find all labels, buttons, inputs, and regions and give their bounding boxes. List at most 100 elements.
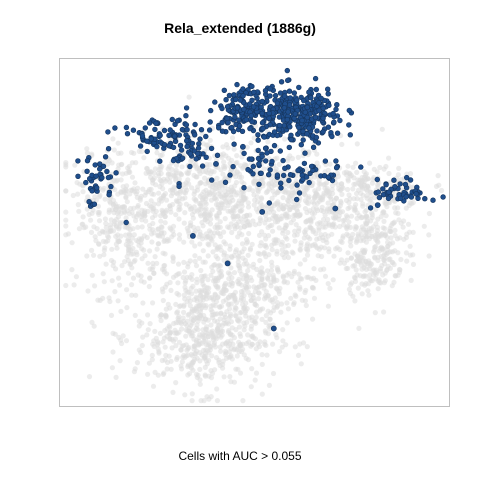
cell-point-low-auc [225,145,231,151]
cell-point-high-auc [206,127,213,133]
cell-point-low-auc [362,209,368,215]
cell-point-low-auc [192,258,198,264]
cell-point-low-auc [208,272,214,278]
cell-point-high-auc [255,147,261,154]
cell-point-low-auc [145,312,151,318]
cell-point-high-auc [300,137,306,143]
cell-point-high-auc [189,232,196,239]
cell-point-low-auc [215,284,221,290]
cell-point-low-auc [253,206,259,212]
cell-point-low-auc [280,338,286,344]
cell-point-low-auc [248,140,254,146]
cell-point-high-auc [256,161,262,167]
cell-point-low-auc [274,248,280,254]
cell-point-low-auc [100,229,106,235]
cell-point-low-auc [251,192,257,198]
cell-point-low-auc [196,334,202,340]
cell-point-low-auc [238,193,244,199]
cell-point-low-auc [300,340,307,346]
cell-point-high-auc [100,163,107,170]
cell-point-low-auc [287,207,293,213]
cell-point-low-auc [385,243,391,249]
cell-point-low-auc [398,256,404,263]
cell-point-low-auc [263,289,269,295]
cell-point-low-auc [118,308,124,314]
cell-point-low-auc [348,172,354,179]
cell-point-high-auc [108,183,114,190]
cell-point-high-auc [248,156,255,162]
cell-point-low-auc [241,320,247,326]
cell-point-low-auc [280,195,286,201]
cell-point-high-auc [256,181,262,188]
cell-point-low-auc [89,319,95,325]
cell-point-low-auc [131,188,137,194]
cell-point-low-auc [273,166,279,172]
cell-point-low-auc [240,301,246,308]
cell-point-low-auc [185,372,191,378]
cell-point-low-auc [265,233,272,239]
cell-point-low-auc [111,210,117,216]
cell-point-low-auc [126,168,132,174]
cell-point-high-auc [240,93,246,99]
cell-point-low-auc [160,339,166,345]
cell-point-low-auc [350,293,356,299]
cell-point-low-auc [182,280,188,286]
cell-point-high-auc [296,84,302,91]
cell-point-low-auc [203,193,209,199]
cell-point-low-auc [190,215,196,221]
cell-point-low-auc [223,287,229,293]
cell-point-low-auc [359,174,365,181]
cell-point-high-auc [249,83,255,90]
cell-point-low-auc [282,234,289,240]
cell-point-low-auc [253,320,259,326]
cell-point-low-auc [214,175,220,181]
cell-point-low-auc [200,259,206,265]
cell-point-low-auc [239,174,245,180]
cell-point-low-auc [325,200,331,206]
cell-point-low-auc [281,254,287,261]
cell-point-low-auc [217,344,223,350]
cell-point-low-auc [367,160,373,166]
cell-point-low-auc [249,241,255,247]
cell-point-low-auc [190,283,196,289]
cell-point-high-auc [84,158,91,164]
cell-point-low-auc [193,263,200,269]
cell-point-low-auc [324,206,331,212]
cell-point-low-auc [159,181,165,187]
cell-point-low-auc [339,191,345,197]
cell-point-low-auc [138,214,144,220]
cell-point-high-auc [170,144,177,151]
cell-point-low-auc [185,346,191,352]
cell-point-low-auc [261,250,267,256]
cell-point-low-auc [278,309,284,315]
cell-point-low-auc [188,220,194,226]
cell-point-low-auc [183,333,189,339]
cell-point-high-auc [333,106,339,113]
cell-point-low-auc [102,196,108,202]
cell-point-low-auc [208,368,214,374]
cell-point-low-auc [259,203,265,209]
cell-point-high-auc [430,197,436,203]
cell-point-low-auc [309,210,315,216]
cell-point-low-auc [160,289,166,295]
cell-point-low-auc [244,280,250,286]
cell-point-low-auc [250,218,256,224]
cell-point-low-auc [202,373,208,379]
cell-point-low-auc [213,355,220,361]
cell-point-low-auc [210,249,216,255]
cell-point-low-auc [200,327,206,333]
cell-point-high-auc [262,145,269,152]
cell-point-low-auc [118,233,124,239]
cell-point-low-auc [170,389,176,395]
cell-point-high-auc [177,142,184,149]
cell-point-low-auc [265,308,271,314]
cell-point-low-auc [311,174,318,180]
cell-point-high-auc [294,97,300,103]
cell-point-low-auc [230,214,236,220]
cell-point-high-auc [209,177,215,183]
cell-point-high-auc [440,194,446,200]
cell-point-high-auc [161,142,168,148]
cell-point-low-auc [239,179,245,185]
cell-point-low-auc [265,293,271,299]
cell-point-low-auc [253,314,259,320]
